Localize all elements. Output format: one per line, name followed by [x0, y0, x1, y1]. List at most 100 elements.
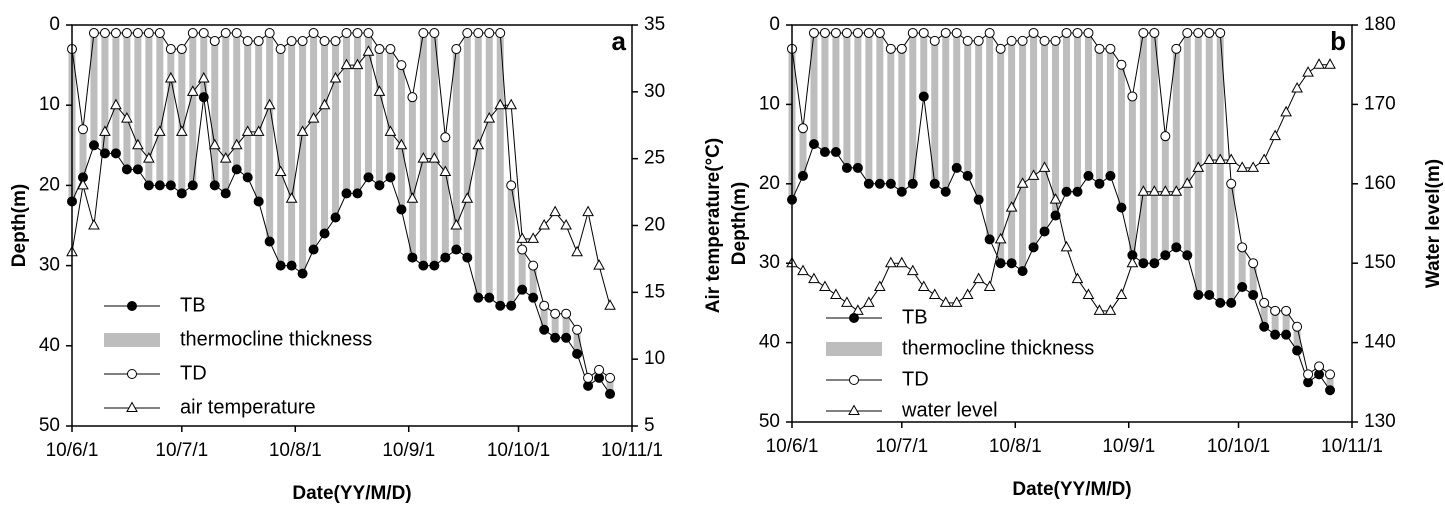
tb-point: [1061, 186, 1072, 197]
td-point: [940, 27, 951, 38]
triangle-point: [819, 280, 831, 292]
panel-label: b: [1330, 26, 1346, 56]
tb-point: [143, 180, 154, 191]
tb-point: [1039, 226, 1050, 237]
legend-marker: [127, 301, 137, 311]
y2-axis-title: Water level(m): [1423, 159, 1444, 288]
triangle-point: [1093, 304, 1106, 315]
thickness-bar: [222, 33, 230, 194]
tb-point: [341, 188, 352, 199]
triangle-point: [1280, 105, 1292, 117]
td-point: [1259, 297, 1270, 308]
tb-point: [973, 194, 984, 205]
td-point: [319, 36, 330, 47]
thickness-bar: [364, 33, 372, 178]
tb-point: [253, 196, 264, 207]
thickness-bar: [1183, 32, 1191, 256]
tb-point: [275, 260, 286, 271]
td-point: [341, 28, 352, 39]
triangle-point: [340, 58, 353, 70]
tb-point: [1182, 250, 1193, 261]
triangle-point: [549, 205, 561, 217]
td-point: [973, 35, 984, 46]
td-point: [1325, 369, 1336, 380]
x-tick-label: 10/8/1: [269, 440, 322, 461]
td-point: [863, 27, 874, 38]
thickness-bar: [1326, 374, 1334, 391]
series-line: [71, 50, 611, 306]
thickness-bar: [1293, 326, 1301, 351]
triangle-point: [186, 85, 199, 96]
td-point: [572, 324, 583, 335]
y2-tick-label: 25: [644, 148, 665, 169]
thickness-bar: [1238, 247, 1246, 288]
y2-tick-label: 130: [1364, 411, 1396, 432]
td-point: [951, 27, 962, 38]
td-point: [77, 124, 88, 135]
thickness-bar: [90, 33, 98, 146]
tb-point: [962, 170, 973, 181]
thickness-bar: [1008, 40, 1016, 264]
td-point: [1248, 258, 1259, 269]
triangle-point: [797, 264, 809, 276]
x-tick-label: 10/10/1: [487, 440, 550, 461]
td-point: [874, 27, 885, 38]
y-tick-label: 30: [39, 255, 60, 276]
td-point: [462, 28, 473, 39]
triangle-point: [384, 125, 397, 136]
tb-point: [1116, 202, 1127, 213]
triangle-point: [917, 280, 930, 292]
tb-point: [473, 292, 484, 303]
triangle-point: [362, 45, 375, 56]
tb-point: [874, 178, 885, 189]
tb-point: [951, 162, 962, 173]
thickness-bar: [997, 48, 1005, 264]
td-point: [1193, 27, 1204, 38]
td-point: [495, 28, 506, 39]
triangle-point: [132, 138, 144, 150]
y2-tick-label: 150: [1364, 252, 1396, 273]
td-point: [1006, 35, 1017, 46]
td-point: [918, 27, 929, 38]
y-tick-label: 0: [769, 14, 780, 35]
tb-point: [929, 178, 940, 189]
tb-point: [561, 332, 572, 343]
thickness-bar: [964, 40, 972, 176]
x-axis-title: Date(YY/M/D): [292, 483, 411, 504]
thickness-bar: [507, 185, 515, 306]
thickness-bar: [1030, 32, 1038, 248]
legend-label: TD: [902, 368, 929, 390]
triangle-point: [230, 138, 243, 150]
triangle-point: [961, 288, 974, 299]
triangle-point: [164, 71, 177, 83]
triangle-point: [1324, 58, 1336, 69]
triangle-point: [808, 272, 820, 284]
x-tick-label: 10/11/1: [1321, 436, 1383, 457]
triangle-point: [153, 125, 166, 136]
triangle-point: [582, 205, 594, 217]
tb-point: [1237, 282, 1248, 293]
td-point: [242, 36, 253, 47]
tb-point: [297, 268, 308, 279]
td-point: [830, 27, 841, 38]
thickness-bar: [1172, 48, 1180, 248]
td-point: [1017, 35, 1028, 46]
td-point: [231, 28, 242, 39]
td-point: [187, 28, 198, 39]
td-point: [1094, 43, 1105, 54]
thickness-bar: [408, 97, 416, 258]
thickness-bar: [810, 32, 818, 145]
triangle-point: [219, 152, 232, 163]
tb-point: [1083, 170, 1094, 181]
thickness-bar: [101, 33, 109, 154]
thickness-bar: [1063, 32, 1071, 192]
triangle-point: [1313, 58, 1325, 69]
tb-point: [363, 172, 374, 183]
triangle-point: [1137, 185, 1150, 196]
thickness-bar: [876, 32, 884, 184]
thickness-bar: [310, 33, 318, 250]
td-point: [594, 364, 605, 375]
y-tick-label: 50: [759, 411, 780, 432]
thickness-bar: [397, 65, 405, 210]
thickness-bar: [332, 41, 340, 218]
